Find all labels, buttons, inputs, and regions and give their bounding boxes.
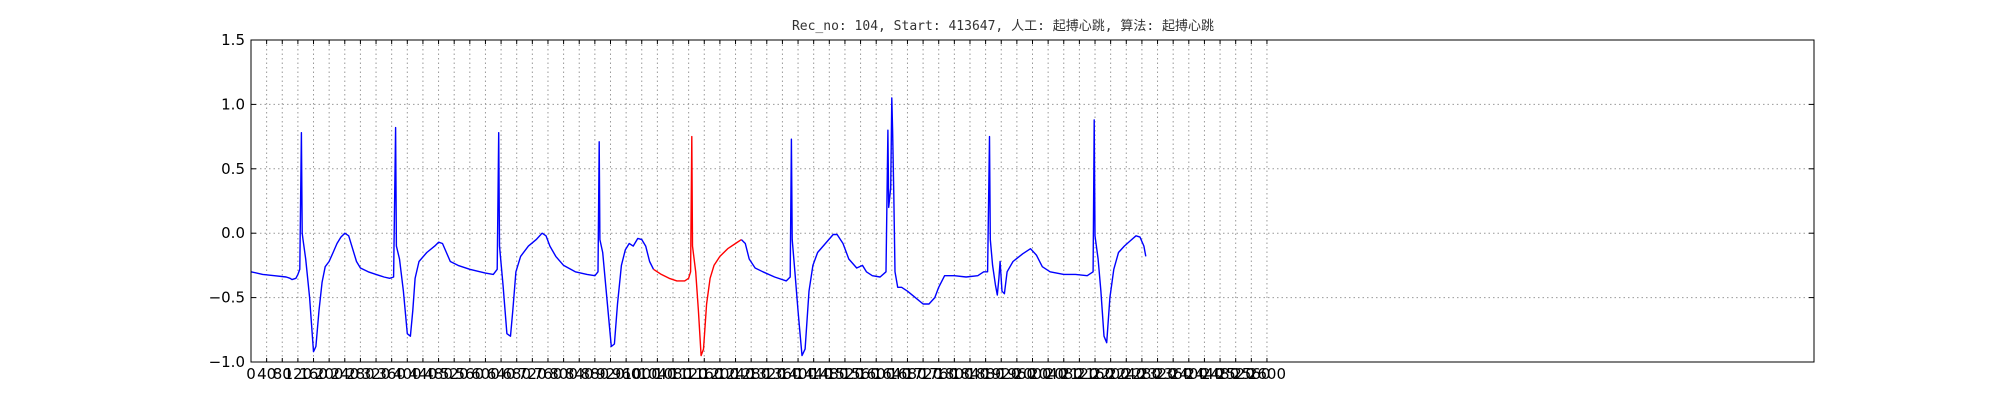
x-tick-label: 2400 <box>1170 365 1208 383</box>
x-tick-label: 1640 <box>873 365 911 383</box>
x-tick-label: 520 <box>440 365 469 383</box>
x-tick-label: 1760 <box>920 365 958 383</box>
x-tick-label: 640 <box>487 365 516 383</box>
x-tick-label: 440 <box>409 365 438 383</box>
x-tick-label: 240 <box>330 365 359 383</box>
x-tick-label: 760 <box>534 365 563 383</box>
series-line-2 <box>653 135 742 357</box>
x-tick-label: 1160 <box>685 365 723 383</box>
x-tick-label: 1400 <box>779 365 817 383</box>
x-tick-label: 1080 <box>654 365 692 383</box>
x-tick-label: 0 <box>246 365 256 383</box>
x-tick-label: 2000 <box>1013 365 1051 383</box>
x-tick-label: 480 <box>424 365 453 383</box>
x-tick-label: 2200 <box>1092 365 1130 383</box>
x-tick-label: 1520 <box>826 365 864 383</box>
y-tick-label: 1.5 <box>221 31 245 49</box>
x-tick-label: 2560 <box>1232 365 1270 383</box>
x-tick-label: 1200 <box>701 365 739 383</box>
x-tick-label: 680 <box>502 365 531 383</box>
y-tick-label: −0.5 <box>209 289 245 307</box>
x-tick-label: 2360 <box>1154 365 1192 383</box>
x-tick-label: 1880 <box>967 365 1005 383</box>
x-tick-label: 560 <box>455 365 484 383</box>
x-tick-label: 1680 <box>888 365 926 383</box>
x-tick-label: 1320 <box>748 365 786 383</box>
chart-title: Rec_no: 104, Start: 413647, 人工: 起搏心跳, 算法… <box>792 18 1214 34</box>
x-tick-label: 1440 <box>795 365 833 383</box>
x-tick-label: 2280 <box>1123 365 1161 383</box>
x-tick-label: 80 <box>273 365 292 383</box>
series-line-3 <box>740 97 1147 357</box>
series-line-1 <box>250 126 655 353</box>
x-tick-label: 2320 <box>1138 365 1176 383</box>
x-tick-label: 2120 <box>1060 365 1098 383</box>
x-tick-label: 40 <box>257 365 276 383</box>
x-tick-label: 400 <box>393 365 422 383</box>
x-tick-label: 2520 <box>1217 365 1255 383</box>
x-tick-label: 1600 <box>857 365 895 383</box>
x-tick-label: 1800 <box>935 365 973 383</box>
y-axis: 1.5 1.0 0.5 0.0 −0.5 −1.0 <box>209 31 1814 371</box>
x-tick-label: 2040 <box>1029 365 1067 383</box>
x-tick-label: 1000 <box>623 365 661 383</box>
y-tick-label: 0.5 <box>221 160 245 178</box>
x-tick-label: 800 <box>549 365 578 383</box>
x-tick-label: 1920 <box>982 365 1020 383</box>
x-tick-label: 2080 <box>1045 365 1083 383</box>
x-tick-label: 2240 <box>1107 365 1145 383</box>
x-tick-label: 1560 <box>841 365 879 383</box>
x-tick-label: 280 <box>346 365 375 383</box>
x-tick-label: 1120 <box>670 365 708 383</box>
x-tick-label: 2160 <box>1076 365 1114 383</box>
x-tick-label: 600 <box>471 365 500 383</box>
x-tick-label: 1360 <box>763 365 801 383</box>
x-tick-label: 1720 <box>904 365 942 383</box>
x-tick-label: 360 <box>377 365 406 383</box>
series-lines <box>250 97 1147 357</box>
y-tick-label: 0.0 <box>221 224 245 242</box>
x-tick-label: 880 <box>581 365 610 383</box>
x-tick-label: 2480 <box>1201 365 1239 383</box>
x-tick-label: 1840 <box>951 365 989 383</box>
x-tick-label: 160 <box>299 365 328 383</box>
x-tick-label: 2440 <box>1185 365 1223 383</box>
y-tick-label: −1.0 <box>209 353 245 371</box>
x-tick-label: 720 <box>518 365 547 383</box>
y-tick-label: 1.0 <box>221 95 245 113</box>
x-tick-label: 120 <box>284 365 313 383</box>
x-tick-label: 1480 <box>810 365 848 383</box>
x-tick-label: 1960 <box>998 365 1036 383</box>
x-tick-label: 1040 <box>638 365 676 383</box>
x-tick-label: 1240 <box>716 365 754 383</box>
x-tick-label: 960 <box>612 365 641 383</box>
x-tick-label: 2600 <box>1248 365 1286 383</box>
x-axis: 0 408012016020024028032036040044048052056… <box>246 40 1286 383</box>
x-tick-label: 1280 <box>732 365 770 383</box>
x-tick-label: 840 <box>565 365 594 383</box>
x-tick-label: 200 <box>315 365 344 383</box>
x-tick-label: 320 <box>362 365 391 383</box>
x-tick-label: 920 <box>596 365 625 383</box>
